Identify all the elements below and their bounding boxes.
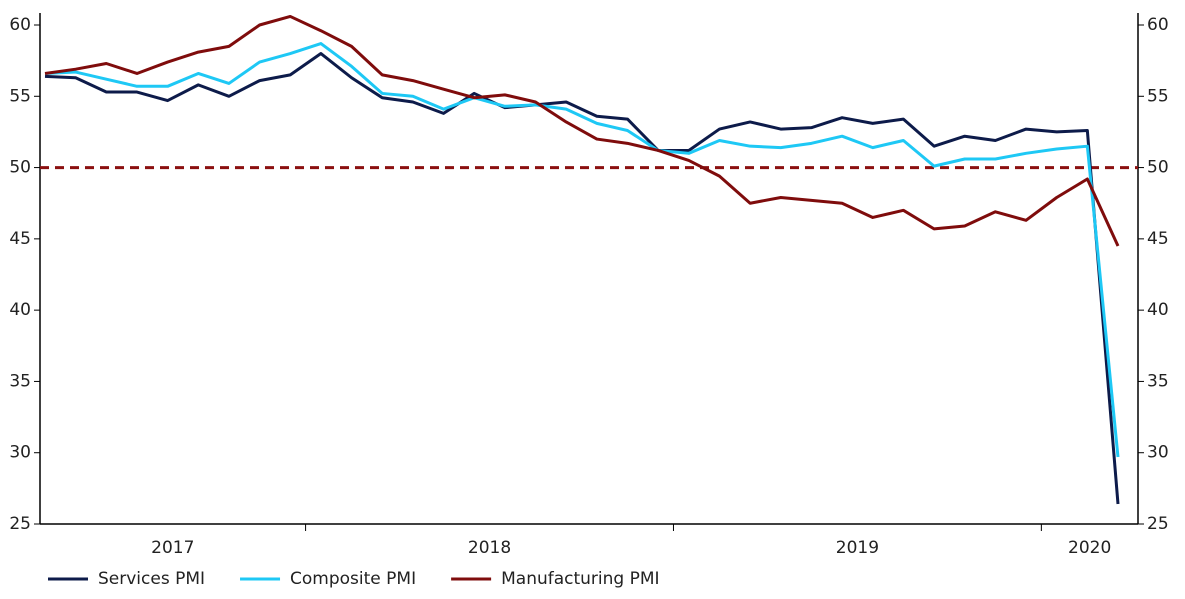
- y2-tick-label: 45: [1147, 229, 1169, 249]
- y2-tick-label: 50: [1147, 158, 1169, 178]
- series-line: [44, 52, 1120, 505]
- legend-label: Services PMI: [98, 569, 205, 589]
- y-tick-label: 45: [9, 229, 31, 249]
- series-line: [44, 14, 1120, 247]
- y2-tick-label: 25: [1147, 514, 1169, 534]
- y-tick-label: 25: [9, 514, 31, 534]
- y-tick-label: 50: [9, 158, 31, 178]
- y-tick-label: 40: [9, 300, 31, 320]
- series-line: [44, 42, 1120, 458]
- legend-label: Composite PMI: [290, 569, 416, 589]
- y2-tick-label: 55: [1147, 86, 1169, 106]
- y-tick-label: 30: [9, 443, 31, 463]
- legend-label: Manufacturing PMI: [501, 569, 659, 589]
- x-group-label: 2017: [151, 538, 194, 558]
- y-tick-label: 35: [9, 371, 31, 391]
- y2-tick-label: 35: [1147, 371, 1169, 391]
- y2-tick-label: 60: [1147, 15, 1169, 35]
- y2-tick-label: 30: [1147, 443, 1169, 463]
- y-tick-label: 55: [9, 86, 31, 106]
- x-group-label: 2019: [836, 538, 879, 558]
- x-group-label: 2020: [1068, 538, 1111, 558]
- y-tick-label: 60: [9, 15, 31, 35]
- x-group-label: 2018: [468, 538, 511, 558]
- y2-tick-label: 40: [1147, 300, 1169, 320]
